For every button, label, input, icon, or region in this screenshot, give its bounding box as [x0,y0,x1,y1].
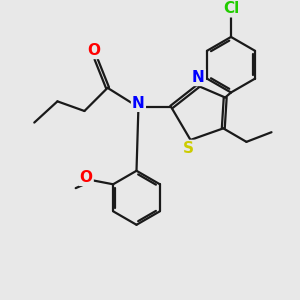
Text: N: N [132,96,145,111]
Text: S: S [183,141,194,156]
Text: O: O [88,43,100,58]
Text: Cl: Cl [223,1,239,16]
Text: N: N [192,70,205,85]
Text: O: O [80,170,93,185]
